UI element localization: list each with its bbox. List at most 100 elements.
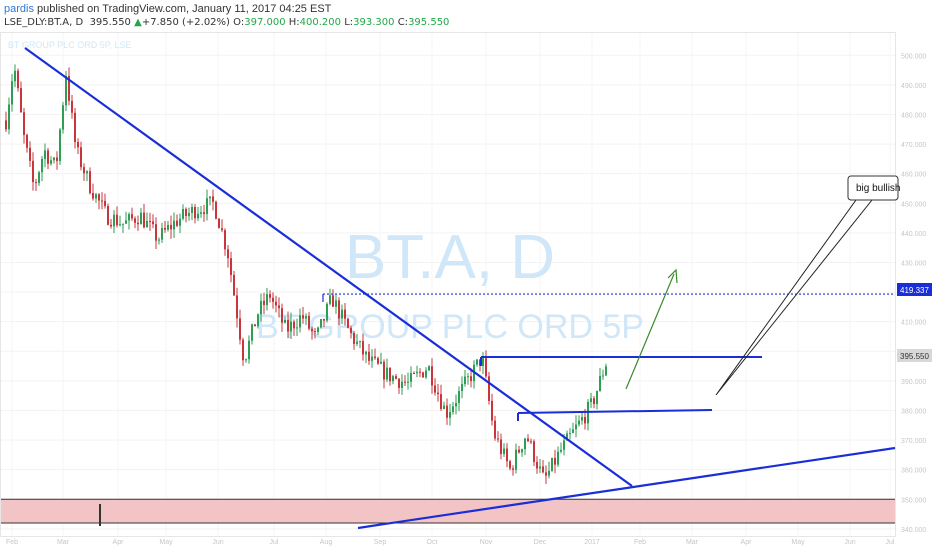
candle-body [575, 424, 577, 430]
candle [80, 141, 82, 171]
candle [263, 292, 265, 315]
y-tick-label: 380.000 [901, 408, 926, 415]
candle-body [548, 470, 550, 476]
x-tick-label: Nov [480, 539, 493, 546]
candle-body [596, 390, 598, 405]
candle [179, 213, 181, 234]
candle [275, 295, 277, 313]
x-tick-label: Oct [427, 539, 438, 546]
candle [299, 308, 301, 333]
x-tick-label: Jun [212, 539, 223, 546]
candle [386, 358, 388, 383]
candle [104, 193, 106, 209]
candle-body [86, 171, 88, 174]
low-label: L: [344, 17, 354, 28]
candle-body [368, 351, 370, 361]
drawings[interactable] [24, 47, 896, 530]
candle-body [401, 381, 403, 388]
candle-body [230, 258, 232, 275]
candle [494, 415, 496, 441]
candle-body [35, 182, 37, 184]
candle-body [443, 405, 445, 409]
candle [41, 156, 43, 182]
candle-body [530, 441, 532, 443]
candle-body [311, 328, 313, 332]
candle-body [107, 206, 109, 225]
candle [137, 215, 139, 231]
candle [251, 323, 253, 345]
candle [221, 219, 223, 232]
candle [293, 319, 295, 336]
candle-body [398, 378, 400, 388]
watermark-company: BT GROUP PLC ORD 5P [256, 308, 644, 346]
y-tick-label: 390.000 [901, 379, 926, 386]
candle [377, 356, 379, 365]
candle [455, 394, 457, 415]
candle [92, 183, 94, 201]
candle-body [14, 70, 16, 82]
candle-body [32, 160, 34, 183]
candle-body [476, 359, 478, 365]
candle-body [245, 359, 247, 361]
candle-body [254, 324, 256, 327]
candle-body [455, 403, 457, 407]
candle [77, 138, 79, 154]
time-axis[interactable]: Feb Mar Apr May Jun Jul Aug Sep Oct Nov Dec 2017 Feb… [6, 539, 895, 546]
candles [5, 64, 607, 485]
candle-body [185, 208, 187, 217]
candle [536, 456, 538, 474]
candle [167, 220, 169, 232]
candle [194, 204, 196, 224]
y-tick-label: 450.000 [901, 201, 926, 208]
candle [134, 216, 136, 229]
author-link[interactable]: pardis [4, 3, 34, 15]
candle-body [224, 230, 226, 250]
candle [344, 302, 346, 326]
candle [581, 411, 583, 425]
candle-body [353, 332, 355, 344]
candle [23, 107, 25, 144]
resistance-tag-text: 419.337 [900, 286, 929, 295]
y-tick-label: 440.000 [901, 231, 926, 238]
candle-body [527, 438, 529, 442]
candle [284, 316, 286, 324]
candle-body [152, 221, 154, 225]
candle [326, 302, 328, 323]
candle-body [335, 300, 337, 307]
candle-body [203, 212, 205, 215]
candle-body [569, 432, 571, 434]
candle-body [221, 228, 223, 231]
candle-body [233, 274, 235, 296]
candle [416, 365, 418, 378]
candle-body [413, 372, 415, 374]
candle-body [188, 212, 190, 217]
candle-body [365, 351, 367, 355]
candle [503, 443, 505, 458]
candle-body [119, 224, 121, 226]
candle-body [284, 319, 286, 323]
candle-body [395, 376, 397, 379]
candle-body [392, 376, 394, 382]
candle [515, 443, 517, 474]
candle-body [542, 466, 544, 473]
candle-body [602, 375, 604, 377]
candle [5, 111, 7, 133]
candle [122, 223, 124, 233]
x-tick-label: Aug [320, 539, 333, 546]
candle-body [200, 212, 202, 214]
candle [458, 386, 460, 412]
candle [476, 359, 478, 367]
annotation-callout[interactable]: big bullish [715, 175, 900, 396]
candle-body [272, 297, 274, 302]
candle [56, 151, 58, 170]
candle [398, 377, 400, 394]
candle-body [212, 196, 214, 202]
y-tick-label: 340.000 [901, 527, 926, 534]
candle-body [359, 341, 361, 343]
candle-body [590, 398, 592, 403]
candle [254, 324, 256, 327]
candle [188, 207, 190, 221]
candle [602, 369, 604, 380]
candle-body [308, 315, 310, 329]
